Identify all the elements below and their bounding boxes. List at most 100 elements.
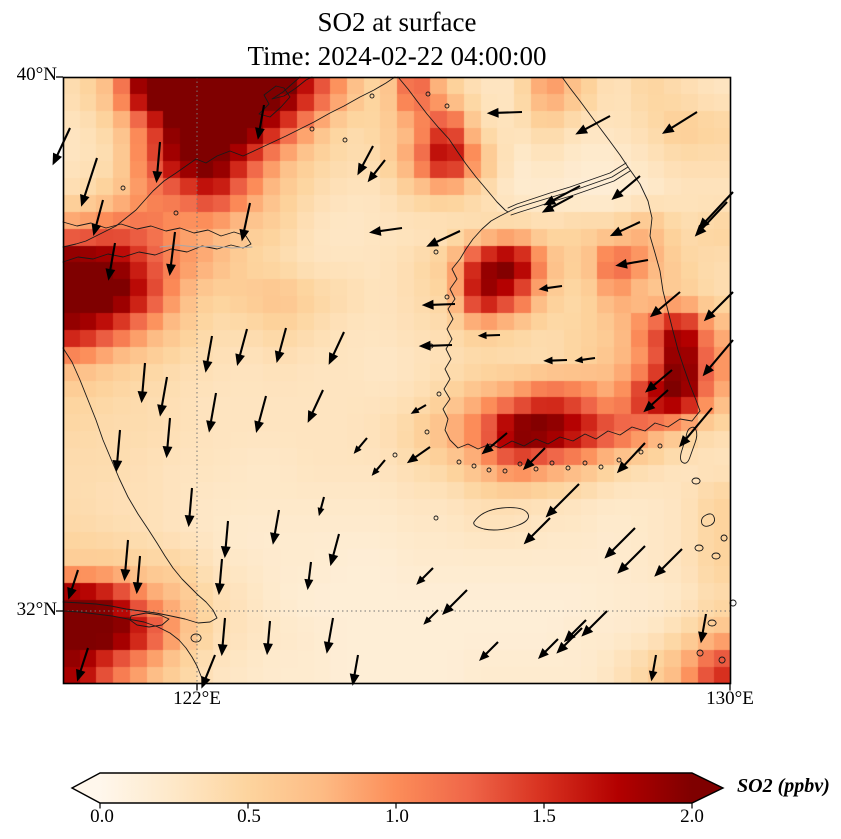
wind-arrow-head <box>649 305 663 318</box>
coastline-path <box>694 534 728 560</box>
wind-arrow <box>426 230 461 247</box>
lat-tick-label-40n: 40°N <box>16 64 57 85</box>
wind-arrow <box>543 356 568 365</box>
wind-arrow <box>357 145 374 176</box>
island-dot <box>598 464 604 470</box>
lon-tick-label-130e: 130°E <box>706 688 754 709</box>
wind-arrow-shaft <box>327 617 335 643</box>
wind-arrow <box>694 201 728 237</box>
wind-arrow-shaft <box>116 429 122 461</box>
plot-border <box>62 76 732 685</box>
wind-arrow <box>120 539 131 582</box>
island-dot <box>369 93 375 99</box>
wind-arrow-shaft <box>701 201 728 230</box>
wind-arrow-shaft <box>257 395 268 423</box>
wind-arrow-head <box>157 404 167 417</box>
coastline-path <box>129 612 170 628</box>
wind-arrow-head <box>481 443 494 455</box>
wind-arrow-head <box>423 616 432 625</box>
island-dot <box>433 249 439 255</box>
island-dot <box>444 294 450 300</box>
wind-arrow-shaft <box>332 533 341 556</box>
coastlines <box>62 76 737 684</box>
wind-arrow-head <box>369 226 382 236</box>
wind-arrow-head <box>421 299 434 310</box>
wind-arrow <box>604 527 636 559</box>
wind-arrow <box>132 555 143 595</box>
wind-arrow <box>649 291 681 318</box>
wind-arrow-shaft <box>553 185 581 202</box>
wind-arrow-head <box>442 603 454 615</box>
wind-arrow <box>654 548 683 577</box>
island-dot <box>425 91 431 97</box>
wind-arrow-shaft <box>218 558 224 584</box>
island-dot <box>309 126 315 132</box>
wind-arrow-shaft <box>704 191 734 222</box>
wind-arrow <box>421 299 456 310</box>
wind-arrow-head <box>426 237 439 247</box>
coastline-path <box>507 166 629 213</box>
coastline-path <box>397 76 509 213</box>
wind-arrow <box>609 221 641 237</box>
wind-arrow <box>105 242 117 281</box>
wind-arrow-head <box>522 458 535 471</box>
wind-arrow-shaft <box>449 589 468 608</box>
wind-arrow <box>574 356 596 364</box>
wind-arrow-shaft <box>109 242 117 270</box>
wind-arrow-head <box>152 170 163 184</box>
coastline-path <box>561 76 701 412</box>
wind-arrow-shaft <box>626 258 649 265</box>
wind-arrow-shaft <box>661 548 683 570</box>
wind-arrow-head <box>132 581 143 595</box>
wind-arrow <box>255 104 266 140</box>
wind-arrow-shaft <box>552 483 580 511</box>
coastline-path <box>507 162 627 209</box>
wind-arrow-head <box>581 624 594 637</box>
colorbar-extend-left <box>72 773 100 803</box>
wind-arrow <box>563 619 587 643</box>
island-dot <box>533 466 539 472</box>
island-dot <box>657 443 663 449</box>
wind-arrow-head <box>406 453 419 464</box>
wind-arrow-shaft <box>70 569 79 590</box>
wind-arrow-shaft <box>546 284 563 290</box>
wind-arrow <box>206 392 218 433</box>
wind-arrow-shaft <box>311 389 324 414</box>
wind-arrow <box>137 362 148 404</box>
island-dot <box>502 468 508 474</box>
wind-arrow-head <box>644 381 658 393</box>
wind-arrow-shaft <box>373 159 386 175</box>
wind-arrow-head <box>367 170 378 183</box>
wind-arrow-shaft <box>588 610 608 630</box>
wind-arrow <box>617 545 646 574</box>
wind-arrow <box>328 533 341 567</box>
island-dot <box>471 463 477 469</box>
island-dot <box>120 185 126 191</box>
wind-arrow-head <box>615 258 628 269</box>
wind-arrow-shaft <box>266 620 272 645</box>
colorbar-tick-0: 0.0 <box>90 806 114 827</box>
wind-arrow <box>67 569 79 600</box>
wind-arrow <box>698 613 708 644</box>
wind-arrow <box>523 517 551 545</box>
wind-arrow-head <box>661 123 675 134</box>
wind-arrow <box>698 191 734 230</box>
wind-arrow-shaft <box>623 442 646 466</box>
wind-arrow <box>702 339 734 377</box>
wind-arrow <box>254 395 268 433</box>
wind-arrow <box>541 195 574 213</box>
wind-arrow-shaft <box>624 545 646 567</box>
wind-arrow-head <box>556 641 569 654</box>
wind-arrow-shaft <box>141 362 147 392</box>
wind-arrow <box>522 447 546 471</box>
wind-arrow-head <box>617 561 630 574</box>
wind-arrow <box>481 432 508 455</box>
wind-arrow-head <box>574 356 584 364</box>
plot-subtitle: Time: 2024-02-22 04:00:00 <box>247 41 547 71</box>
wind-arrow-head <box>206 420 216 433</box>
wind-arrow <box>274 327 288 364</box>
wind-arrow-shaft <box>169 231 177 265</box>
wind-arrow-shaft <box>584 115 611 131</box>
wind-arrow-head <box>477 331 487 340</box>
island-dot <box>436 391 442 397</box>
